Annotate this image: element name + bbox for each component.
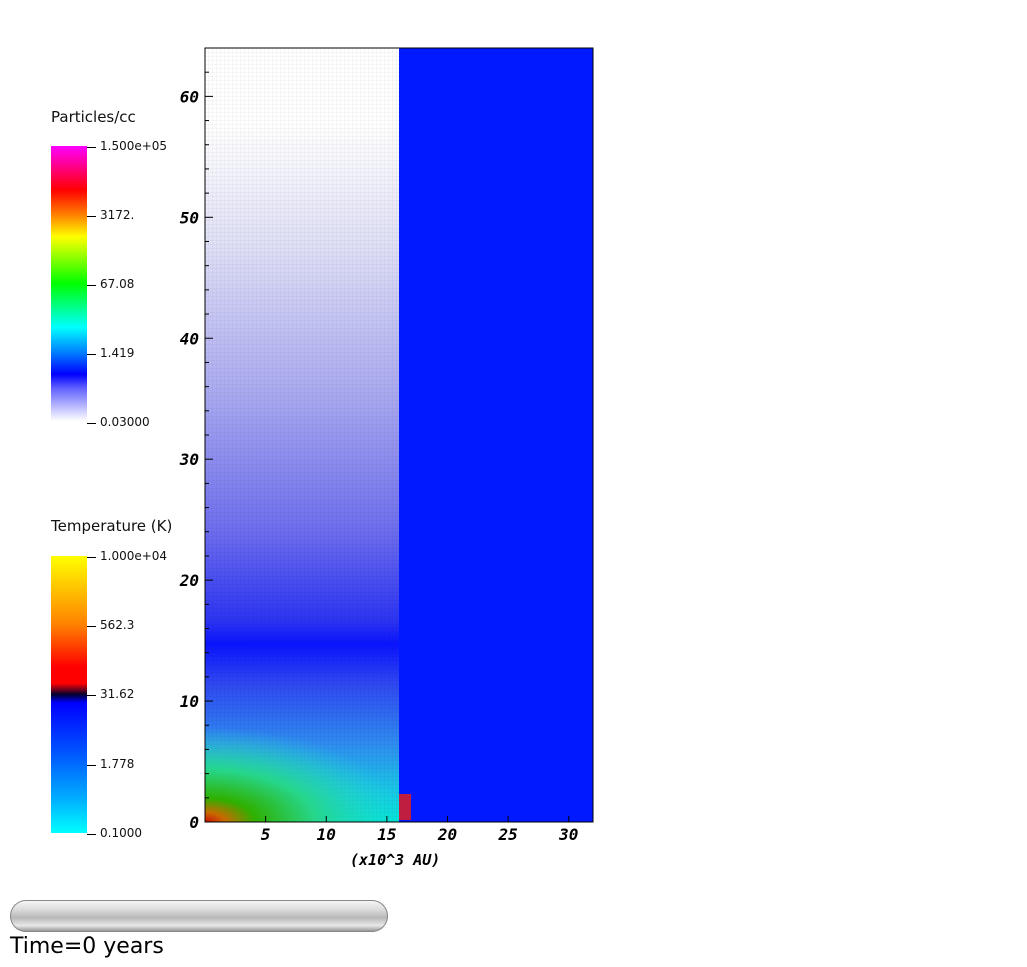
x-axis-label: (x10^3 AU) <box>350 851 441 869</box>
density-tick-4: 0.03000 <box>87 415 150 429</box>
temperature-panel <box>399 48 593 822</box>
x-tick-label: 15 <box>377 825 396 844</box>
y-tick-label: 20 <box>179 571 199 590</box>
dense-core <box>205 727 405 822</box>
y-tick-label: 40 <box>180 329 199 348</box>
density-colorbar-title: Particles/cc <box>51 108 136 126</box>
heatmap-plot: 0 10 20 30 40 50 60 5 10 15 20 25 30 <box>179 47 594 844</box>
temperature-tick-1: 562.3 <box>86 618 135 632</box>
x-tick-label: 30 <box>558 825 578 844</box>
temperature-tick-3: 1.778 <box>86 757 135 771</box>
temperature-tick-2: 31.62 <box>86 687 135 701</box>
temperature-colorbar <box>51 556 87 833</box>
y-tick-label: 60 <box>180 87 199 106</box>
density-tick-0: 1.500e+05 <box>86 139 168 153</box>
temperature-core-marker <box>399 794 411 820</box>
y-tick-label: 50 <box>180 208 199 227</box>
density-tick-2: 67.08 <box>86 277 135 291</box>
temperature-tick-4: 0.1000 <box>87 826 142 840</box>
y-tick-label: 10 <box>180 692 199 711</box>
time-label: Time=0 years <box>10 934 164 959</box>
density-tick-3: 1.419 <box>86 346 135 360</box>
y-tick-label: 0 <box>189 813 199 832</box>
x-tick-label: 20 <box>437 825 457 844</box>
x-tick-label: 25 <box>497 825 517 844</box>
temperature-tick-0: 1.000e+04 <box>86 549 168 563</box>
x-tick-label: 10 <box>317 825 336 844</box>
time-slider[interactable] <box>10 900 388 932</box>
x-tick-label: 5 <box>261 825 271 844</box>
y-tick-label: 30 <box>179 450 199 469</box>
density-colorbar <box>51 146 87 421</box>
mesh-grid <box>205 48 399 822</box>
temperature-colorbar-title: Temperature (K) <box>51 517 173 535</box>
density-tick-1: 3172. <box>86 208 135 222</box>
